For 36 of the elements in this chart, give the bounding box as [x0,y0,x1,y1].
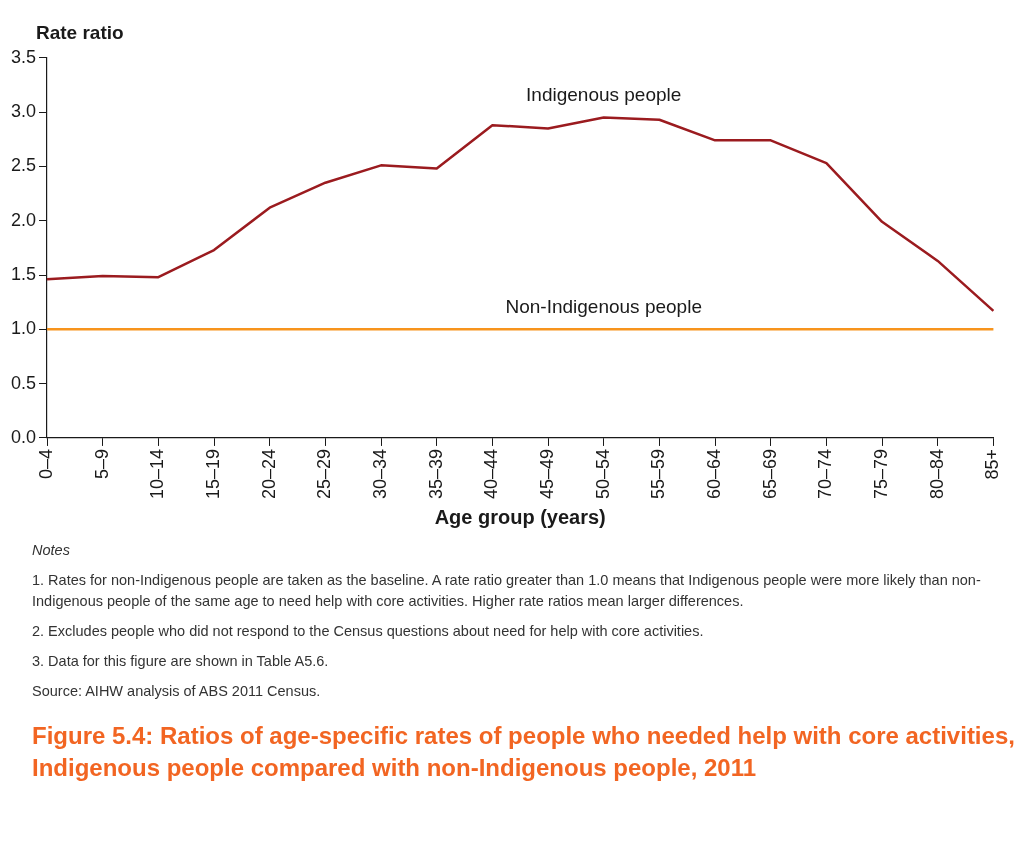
x-tick-label: 55–59 [648,448,669,500]
x-tick-label: 50–54 [592,448,613,500]
text: 1. Rates for non-Indigenous people are taken as the baseline. A rate ratio greater than 1.0 means that Indigenous people were more likely than non-Indigenous people of the same age to need help with core activities. Higher rate ratios mean larger differences. [32,571,982,611]
y-tick-label: 2.0 [10,209,37,230]
x-tick-label: 45–49 [537,448,558,500]
x-tick-label: 10–14 [147,448,168,500]
x-tick-label: 65–69 [759,448,780,500]
x-tick-label: 40–44 [481,448,502,500]
x-tick-label: 0–4 [35,448,56,479]
y-tick-label: 2.5 [10,155,37,176]
y-axis-title: Rate ratio [36,22,125,44]
text: 3. Data for this figure are shown in Table A5.6. [32,652,330,672]
text: 2. Excludes people who did not respond to the Census questions about need for help with core activities. [32,621,705,641]
series-label: Indigenous people [526,84,682,106]
x-tick-label: 35–39 [425,448,446,500]
text: Figure 5.4: Ratios of age-specific rates of people who needed help with core activities, Indigenous people compared with non-Indigenous people, 2011 [32,720,1016,784]
y-tick-label: 1.0 [10,318,37,339]
x-tick-label: 85+ [982,448,1003,480]
y-tick-label: 0.5 [10,372,37,393]
x-tick-label: 15–19 [203,448,223,500]
y-tick-label: 1.5 [10,264,37,284]
x-tick-label: 60–64 [704,448,725,500]
y-tick-label: 3.0 [10,101,37,122]
y-tick-label: 0.0 [10,426,37,447]
text: Notes [32,541,71,560]
series-label: Non-Indigenous people [505,296,702,318]
x-tick-label: 30–34 [370,448,391,500]
x-tick-label: 75–79 [871,448,892,500]
x-tick-label: 20–24 [258,448,279,500]
source-note: Source: AIHW analysis of ABS 2011 Census. [32,682,322,702]
x-tick-label: 70–74 [815,448,836,500]
x-tick-label: 80–84 [926,448,947,500]
x-tick-label: 25–29 [314,448,335,500]
y-tick-label: 3.5 [10,46,37,67]
x-tick-label: 5–9 [91,448,112,479]
x-axis-title: Age group (years) [434,505,606,528]
